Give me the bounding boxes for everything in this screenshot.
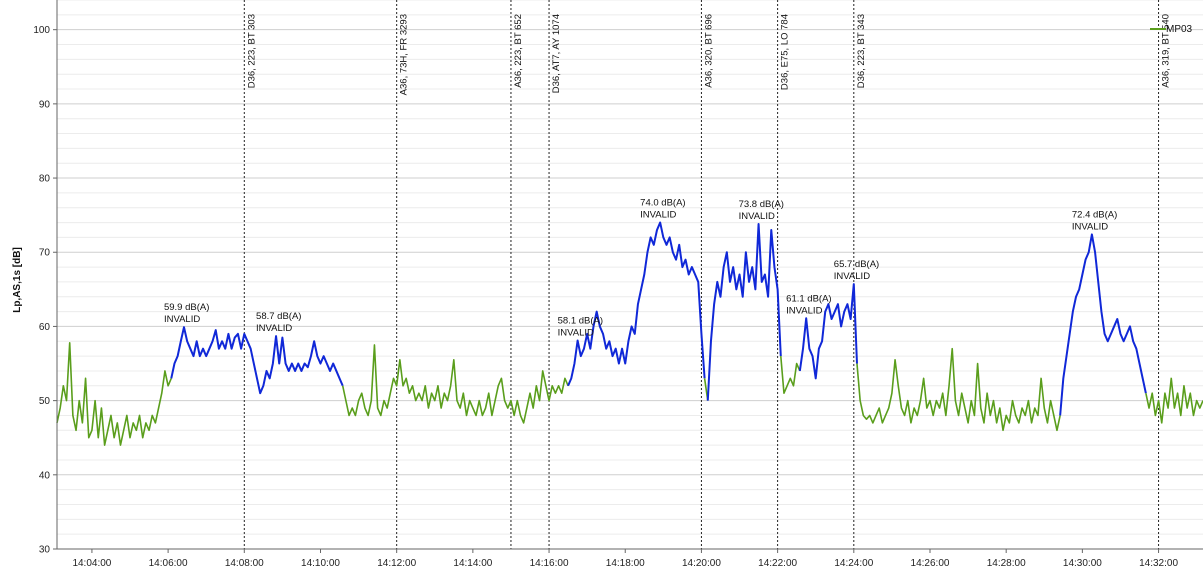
peak-annotation: 58.1 dB(A)INVALID [558, 316, 603, 339]
valid-series-segment [56, 341, 173, 446]
event-marker-label: A36, 319, BT 540 [1161, 14, 1172, 88]
event-marker-label: A36, 223, BT 652 [513, 14, 524, 88]
major-gridlines [57, 29, 1203, 550]
peak-value-label: 65.7 dB(A) [834, 259, 879, 270]
event-marker-label: D36, 223, BT 343 [856, 14, 867, 88]
peak-annotation: 58.7 dB(A)INVALID [256, 311, 301, 334]
valid-series-segment [341, 344, 569, 424]
peak-status-label: INVALID [786, 305, 822, 316]
peak-value-label: 72.4 dB(A) [1072, 209, 1117, 220]
event-marker-label: A36, 320, BT 696 [703, 14, 714, 88]
x-tick-label: 14:14:00 [453, 558, 492, 569]
peak-value-label: 59.9 dB(A) [164, 302, 209, 313]
y-tick-label: 90 [39, 99, 51, 110]
legend-label-mp03: MP03 [1166, 24, 1193, 35]
peak-annotation: 73.8 dB(A)INVALID [739, 199, 784, 222]
x-tick-label: 14:24:00 [834, 558, 873, 569]
y-axis-title: Lp,AS,1s [dB] [12, 247, 23, 313]
y-tick-label: 30 [39, 545, 51, 556]
invalid-series-segment [567, 221, 706, 387]
peak-status-label: INVALID [558, 328, 594, 339]
axes [56, 0, 1203, 550]
x-tick-label: 14:28:00 [987, 558, 1026, 569]
x-tick-label: 14:12:00 [377, 558, 416, 569]
event-marker-label: D36, E75, LO 784 [780, 14, 791, 90]
series-lines [56, 221, 1203, 446]
event-marker-label: D36, AT7, AY 1074 [551, 14, 562, 93]
peak-value-label: 61.1 dB(A) [786, 293, 831, 304]
x-tick-label: 14:16:00 [530, 558, 569, 569]
peak-annotation: 61.1 dB(A)INVALID [786, 293, 831, 316]
x-tick-labels: 14:04:00 14:06:00 14:08:00 14:10:00 14:12:00… [72, 549, 1178, 569]
peak-value-label: 58.7 dB(A) [256, 311, 301, 322]
x-tick-label: 14:30:00 [1063, 558, 1102, 569]
x-tick-label: 14:20:00 [682, 558, 721, 569]
peak-status-label: INVALID [739, 211, 775, 222]
x-tick-label: 14:26:00 [911, 558, 950, 569]
valid-series-segment [856, 347, 1061, 432]
minor-gridlines [57, 0, 1203, 535]
legend: MP03 [1150, 24, 1193, 35]
peak-annotation: 65.7 dB(A)INVALID [834, 259, 879, 282]
peak-status-label: INVALID [1072, 221, 1108, 232]
y-tick-label: 60 [39, 322, 51, 333]
event-marker-label: A36, 73H, FR 3293 [399, 14, 410, 95]
y-tick-labels: 30 40 50 60 70 80 90 100 [33, 25, 57, 556]
peak-value-label: 74.0 dB(A) [640, 198, 685, 209]
invalid-series-segment [1059, 233, 1147, 416]
peak-status-label: INVALID [834, 271, 870, 282]
peak-status-label: INVALID [640, 210, 676, 221]
peak-status-label: INVALID [256, 323, 292, 334]
x-tick-label: 14:08:00 [225, 558, 264, 569]
x-tick-label: 14:32:00 [1139, 558, 1178, 569]
valid-series-segment [1145, 377, 1203, 424]
x-tick-label: 14:22:00 [758, 558, 797, 569]
peak-value-label: 73.8 dB(A) [739, 199, 784, 210]
peak-annotation: 59.9 dB(A)INVALID [164, 302, 209, 325]
y-tick-label: 80 [39, 174, 51, 185]
x-tick-label: 14:04:00 [72, 558, 111, 569]
peak-value-label: 58.1 dB(A) [558, 316, 603, 327]
y-tick-label: 70 [39, 248, 51, 259]
invalid-series-segment [798, 283, 858, 380]
x-tick-label: 14:10:00 [301, 558, 340, 569]
event-markers: D36, 223, BT 303 A36, 73H, FR 3293 A36, 22… [243, 0, 1172, 549]
x-tick-label: 14:06:00 [149, 558, 188, 569]
invalid-series-segment [706, 223, 782, 401]
invalid-series-segment [170, 326, 344, 395]
peak-annotation: 72.4 dB(A)INVALID [1072, 209, 1117, 232]
x-tick-label: 14:18:00 [606, 558, 645, 569]
valid-series-segment [779, 356, 801, 394]
y-tick-label: 100 [33, 25, 50, 36]
peak-annotation: 74.0 dB(A)INVALID [640, 198, 685, 221]
event-marker-label: D36, 223, BT 303 [246, 14, 257, 88]
y-tick-label: 40 [39, 470, 51, 481]
y-tick-label: 50 [39, 396, 51, 407]
peak-status-label: INVALID [164, 314, 200, 325]
